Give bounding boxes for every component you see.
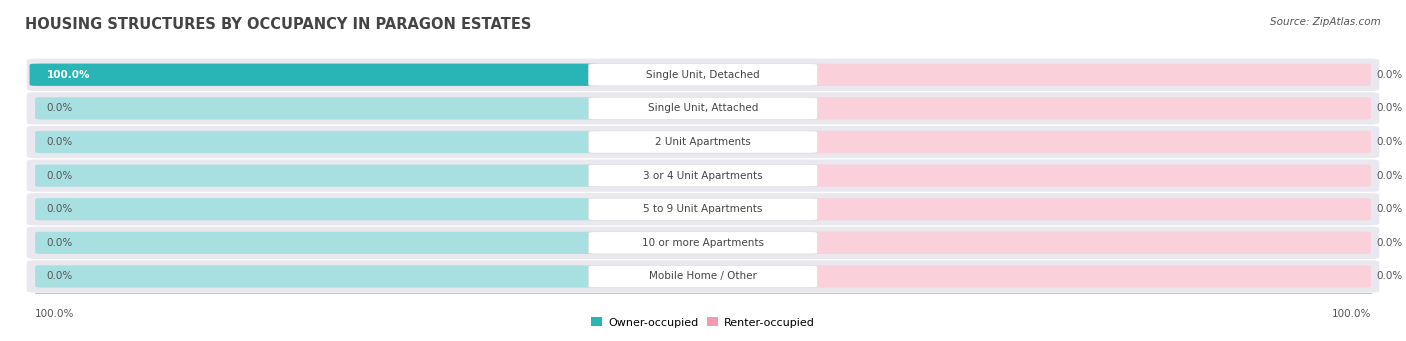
FancyBboxPatch shape: [807, 232, 1371, 254]
Text: 0.0%: 0.0%: [1376, 204, 1403, 214]
FancyBboxPatch shape: [807, 265, 1371, 287]
Text: 0.0%: 0.0%: [46, 204, 73, 214]
Text: 0.0%: 0.0%: [46, 238, 73, 248]
FancyBboxPatch shape: [35, 198, 599, 220]
Text: 0.0%: 0.0%: [1376, 103, 1403, 114]
FancyBboxPatch shape: [27, 59, 1379, 91]
Text: 0.0%: 0.0%: [46, 170, 73, 181]
Text: Source: ZipAtlas.com: Source: ZipAtlas.com: [1270, 17, 1381, 27]
Text: 100.0%: 100.0%: [46, 70, 90, 80]
FancyBboxPatch shape: [30, 64, 599, 86]
FancyBboxPatch shape: [807, 97, 1371, 119]
FancyBboxPatch shape: [588, 265, 818, 287]
Text: 0.0%: 0.0%: [46, 137, 73, 147]
Text: 10 or more Apartments: 10 or more Apartments: [643, 238, 763, 248]
FancyBboxPatch shape: [35, 265, 599, 287]
Text: 0.0%: 0.0%: [1376, 70, 1403, 80]
FancyBboxPatch shape: [807, 198, 1371, 220]
Text: 2 Unit Apartments: 2 Unit Apartments: [655, 137, 751, 147]
FancyBboxPatch shape: [588, 232, 818, 254]
FancyBboxPatch shape: [588, 131, 818, 153]
Text: Single Unit, Detached: Single Unit, Detached: [647, 70, 759, 80]
FancyBboxPatch shape: [27, 92, 1379, 124]
Text: Mobile Home / Other: Mobile Home / Other: [650, 271, 756, 281]
Legend: Owner-occupied, Renter-occupied: Owner-occupied, Renter-occupied: [586, 313, 820, 332]
FancyBboxPatch shape: [588, 97, 818, 119]
Text: 0.0%: 0.0%: [1376, 271, 1403, 281]
Text: 0.0%: 0.0%: [1376, 238, 1403, 248]
Text: 0.0%: 0.0%: [1376, 170, 1403, 181]
Text: 0.0%: 0.0%: [46, 103, 73, 114]
Text: 100.0%: 100.0%: [1331, 309, 1371, 319]
FancyBboxPatch shape: [588, 164, 818, 187]
FancyBboxPatch shape: [588, 198, 818, 220]
FancyBboxPatch shape: [35, 64, 599, 86]
Text: 100.0%: 100.0%: [35, 309, 75, 319]
Text: 3 or 4 Unit Apartments: 3 or 4 Unit Apartments: [643, 170, 763, 181]
FancyBboxPatch shape: [588, 64, 818, 86]
Text: 5 to 9 Unit Apartments: 5 to 9 Unit Apartments: [644, 204, 762, 214]
Text: 0.0%: 0.0%: [1376, 137, 1403, 147]
FancyBboxPatch shape: [807, 164, 1371, 187]
FancyBboxPatch shape: [27, 126, 1379, 158]
Text: 0.0%: 0.0%: [46, 271, 73, 281]
FancyBboxPatch shape: [27, 193, 1379, 225]
FancyBboxPatch shape: [35, 232, 599, 254]
Text: Single Unit, Attached: Single Unit, Attached: [648, 103, 758, 114]
FancyBboxPatch shape: [35, 164, 599, 187]
FancyBboxPatch shape: [807, 64, 1371, 86]
FancyBboxPatch shape: [27, 227, 1379, 259]
FancyBboxPatch shape: [27, 260, 1379, 293]
Text: HOUSING STRUCTURES BY OCCUPANCY IN PARAGON ESTATES: HOUSING STRUCTURES BY OCCUPANCY IN PARAG…: [25, 17, 531, 32]
FancyBboxPatch shape: [35, 131, 599, 153]
FancyBboxPatch shape: [27, 160, 1379, 192]
FancyBboxPatch shape: [35, 97, 599, 119]
FancyBboxPatch shape: [807, 131, 1371, 153]
